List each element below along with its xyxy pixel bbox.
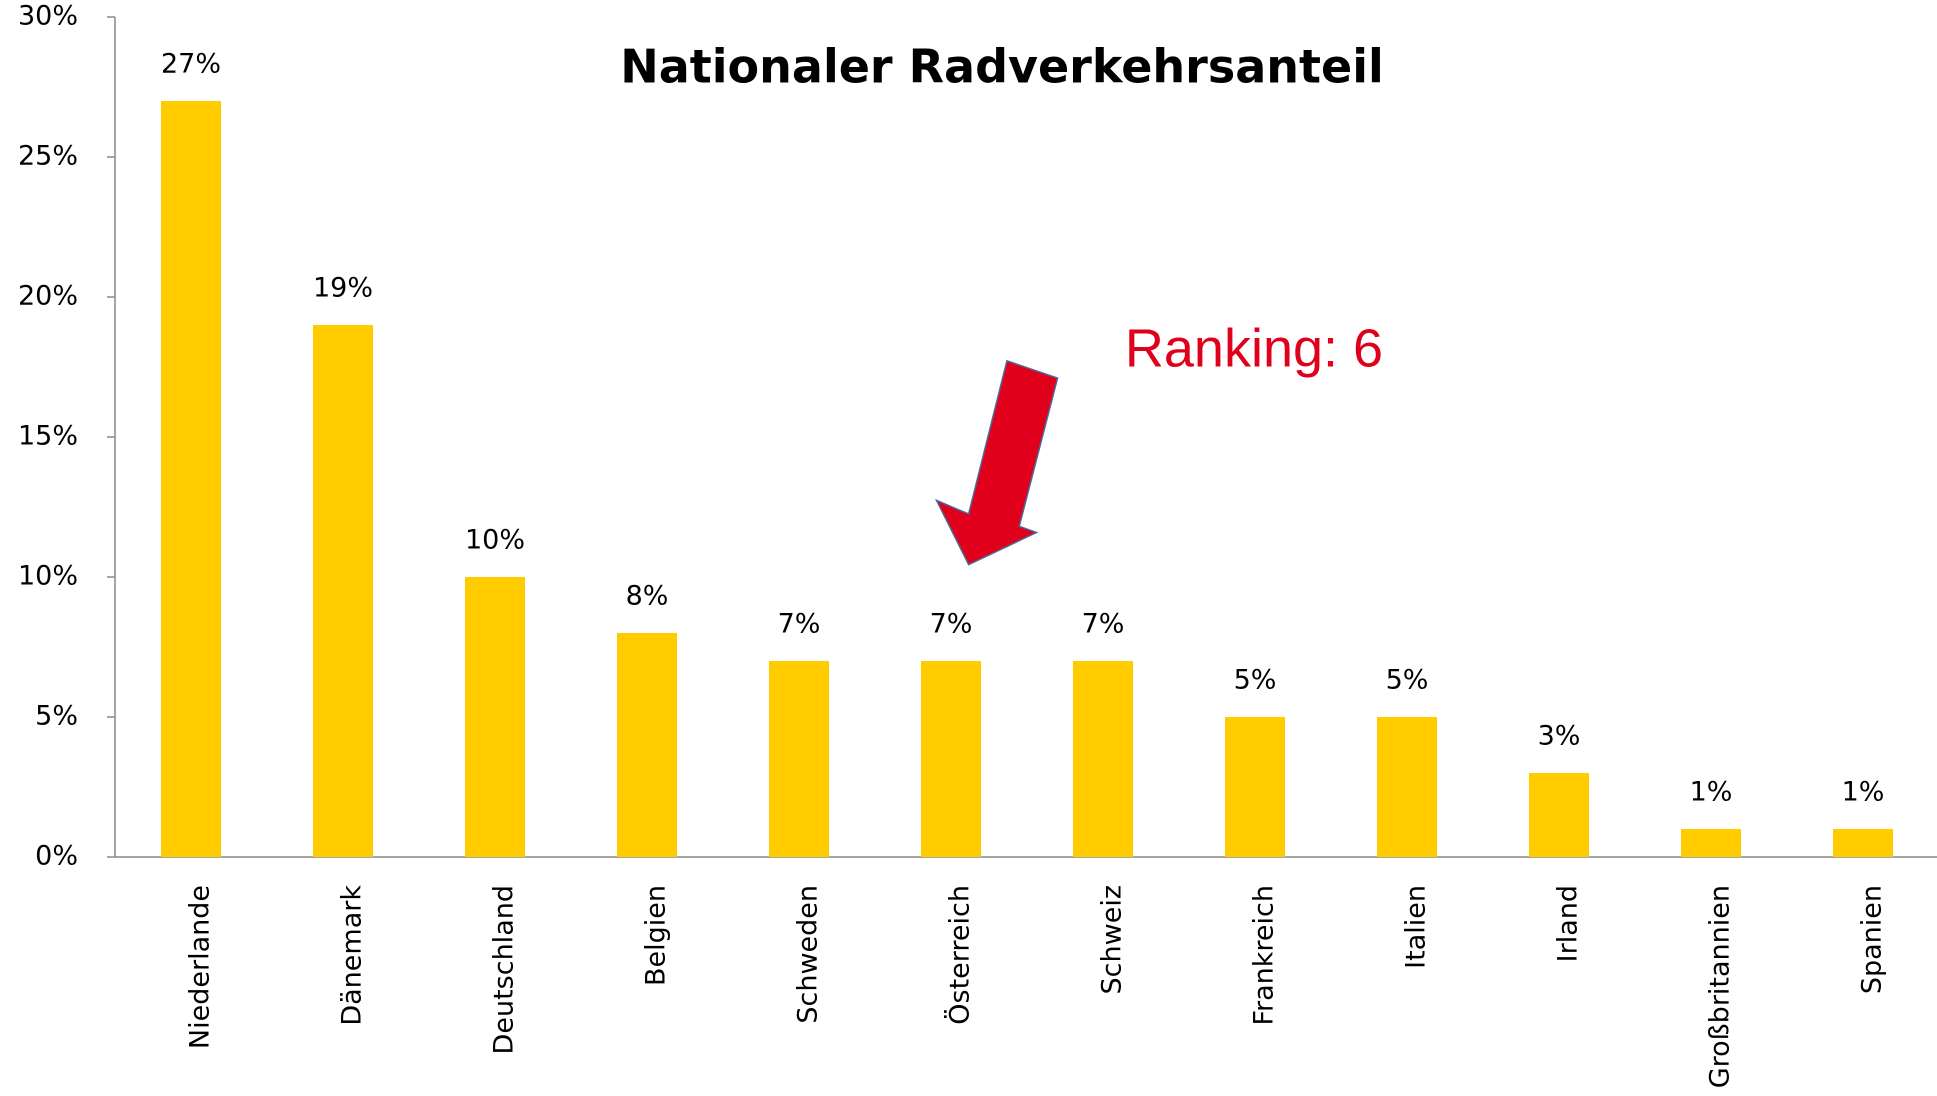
y-tick-label: 20% xyxy=(18,281,78,312)
x-tick-label: Österreich xyxy=(944,885,976,1025)
x-tick-label: Irland xyxy=(1553,885,1584,962)
bar xyxy=(161,101,221,857)
bar xyxy=(1377,717,1437,857)
annotation: Ranking: 6 xyxy=(1125,318,1383,378)
arrow xyxy=(934,359,1059,566)
bar xyxy=(921,661,981,857)
value-label: 7% xyxy=(930,609,973,640)
x-tick-label: Dänemark xyxy=(337,885,368,1026)
y-tick-label: 30% xyxy=(18,1,78,32)
x-tick-label: Deutschland xyxy=(489,885,520,1054)
x-tick-label: Großbritannien xyxy=(1705,885,1736,1088)
bar xyxy=(769,661,829,857)
value-label: 19% xyxy=(313,273,373,304)
bar xyxy=(1225,717,1285,857)
bar xyxy=(1833,829,1893,857)
y-tick-label: 25% xyxy=(18,141,78,172)
bar xyxy=(1529,773,1589,857)
value-label: 7% xyxy=(1082,609,1125,640)
arrow-shape xyxy=(934,359,1059,566)
value-label: 1% xyxy=(1842,777,1885,808)
value-label: 5% xyxy=(1386,665,1429,696)
bar xyxy=(465,577,525,857)
bar xyxy=(617,633,677,857)
x-tick-label: Frankreich xyxy=(1249,885,1280,1026)
x-tick-label: Belgien xyxy=(641,885,672,986)
value-label: 5% xyxy=(1234,665,1277,696)
bar xyxy=(313,325,373,857)
value-label: 3% xyxy=(1538,721,1581,752)
y-tick-label: 10% xyxy=(18,561,78,592)
x-tick-label: Schweden xyxy=(793,885,824,1024)
bar xyxy=(1681,829,1741,857)
value-label: 8% xyxy=(626,581,669,612)
y-tick-label: 0% xyxy=(35,841,78,872)
y-tick-label: 5% xyxy=(35,701,78,732)
value-label: 10% xyxy=(465,525,525,556)
x-tick-label: Niederlande xyxy=(185,885,216,1049)
x-tick-label: Spanien xyxy=(1857,885,1888,994)
x-tick-label: Italien xyxy=(1401,885,1432,969)
value-label: 27% xyxy=(161,49,221,80)
value-label: 7% xyxy=(778,609,821,640)
y-tick-label: 15% xyxy=(18,421,78,452)
value-label: 1% xyxy=(1690,777,1733,808)
chart-title: Nationaler Radverkehrsanteil xyxy=(620,40,1384,94)
bar xyxy=(1073,661,1133,857)
x-tick-label: Schweiz xyxy=(1097,885,1128,994)
